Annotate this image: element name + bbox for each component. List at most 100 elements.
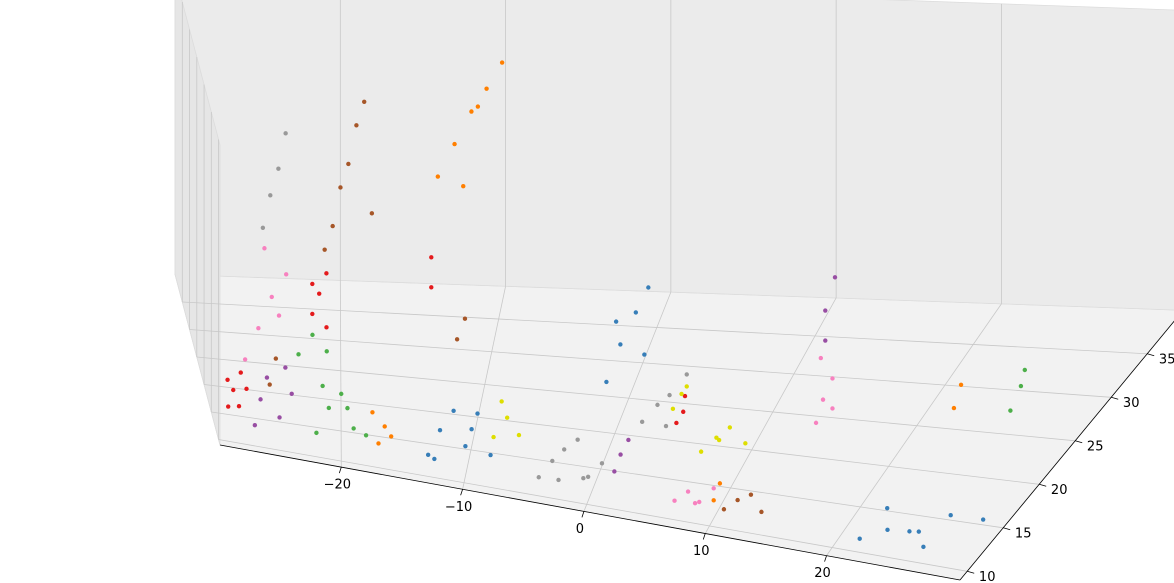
point [283,272,289,277]
point [273,356,279,361]
point [469,427,474,432]
x-tick [338,467,342,474]
grid-line [704,297,837,534]
point [260,225,266,230]
point [354,123,359,128]
point [435,174,441,179]
y-tick-label: 15 [1015,526,1032,541]
point [324,349,329,354]
point [491,434,496,440]
x-tick-label: 10 [693,544,710,559]
point [310,311,315,317]
x-tick-label: −20 [324,478,351,493]
point [948,512,953,518]
y-tick-label: 30 [1123,396,1140,411]
point [697,499,702,505]
point [748,492,754,497]
point [613,319,619,324]
point [339,391,344,397]
x-tick-label: −10 [445,500,472,515]
point [759,509,764,515]
point [324,271,329,276]
point [663,423,669,429]
point [283,365,288,370]
point [429,285,434,290]
point [682,393,688,399]
point [674,420,679,426]
point [639,419,645,425]
y-tick [1039,483,1047,487]
point [463,443,468,449]
point [363,433,369,438]
y-tick [1147,353,1155,357]
point [958,382,964,388]
point [907,529,912,534]
point [618,342,623,347]
point [425,452,431,458]
point [727,425,733,430]
point [823,338,828,343]
point [370,410,375,415]
point [226,404,231,409]
point [857,536,862,541]
point [376,441,381,446]
x-tick-label: 0 [576,522,584,537]
point [469,109,474,114]
point [604,379,609,385]
point [264,375,270,380]
point [252,422,258,428]
point [618,452,623,457]
point [698,449,704,454]
grid-line [339,280,342,468]
point [692,500,698,506]
point [242,357,248,362]
point [269,294,274,300]
x-tick-label: 20 [814,566,831,581]
point [432,456,437,462]
grid-line [204,384,1040,485]
y-tick [1003,527,1011,531]
y-tick [1111,396,1119,400]
point [711,498,716,503]
point [885,527,890,533]
x-tick [460,489,464,496]
point [346,161,351,167]
point [499,399,504,404]
point [823,308,828,313]
point [818,355,824,361]
point [735,497,740,503]
point [231,387,236,393]
point [382,424,387,429]
grid-line [211,411,1004,529]
point [314,430,319,436]
x-tick [581,511,585,518]
point [711,486,716,491]
point [716,437,722,443]
point [268,193,273,198]
point [1008,408,1013,413]
point [633,310,639,315]
point [475,104,481,109]
point [499,60,505,65]
point [238,370,243,375]
point [612,469,617,474]
grid-line [583,291,672,512]
point [256,325,261,331]
point [454,337,460,342]
point [317,291,322,296]
point [437,427,443,433]
point [575,437,580,442]
point [475,411,480,416]
point [536,475,541,480]
y-tick [1075,440,1083,444]
point [581,475,586,481]
point [830,406,835,411]
grid-line [196,356,1076,442]
point [684,384,689,389]
point [830,376,835,381]
x-tick [702,533,706,540]
grid-line [218,439,968,572]
point [684,372,689,377]
point [289,391,294,397]
